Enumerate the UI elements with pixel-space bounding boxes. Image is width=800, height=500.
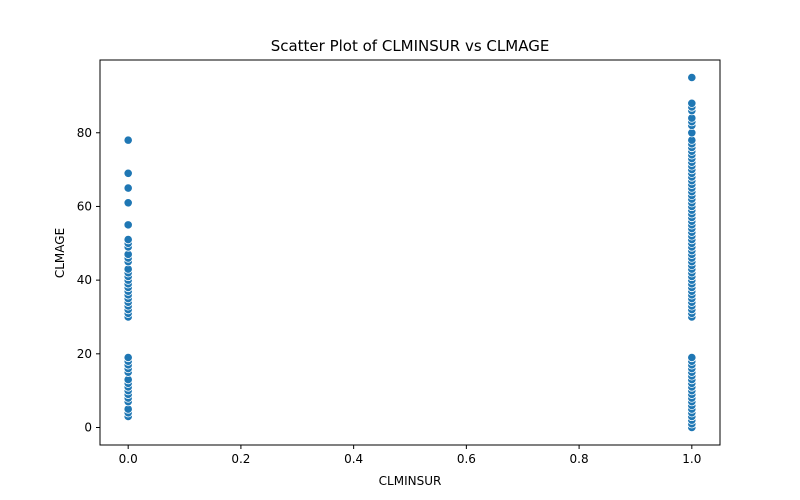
x-tick-label: 0.4 xyxy=(344,452,363,466)
y-axis: 0 20 40 60 80 xyxy=(77,126,100,435)
x-tick-label: 0.6 xyxy=(457,452,476,466)
x-axis-label: CLMINSUR xyxy=(379,474,442,488)
data-point xyxy=(123,352,133,363)
data-point xyxy=(687,352,697,363)
y-tick-label: 80 xyxy=(77,126,92,140)
y-tick-label: 60 xyxy=(77,199,92,213)
plot-frame xyxy=(99,59,721,446)
data-point xyxy=(123,168,133,178)
data-point xyxy=(123,135,133,145)
chart-title: Scatter Plot of CLMINSUR vs CLMAGE xyxy=(271,37,550,55)
data-point xyxy=(687,72,697,83)
x-tick-label: 0.2 xyxy=(231,452,250,466)
x-tick-label: 0.0 xyxy=(119,452,138,466)
x-tick-label: 1.0 xyxy=(682,452,701,466)
data-point xyxy=(123,198,133,208)
x-tick-label: 0.8 xyxy=(570,452,589,466)
y-tick-label: 40 xyxy=(77,273,92,287)
y-tick-label: 0 xyxy=(84,421,92,435)
data-point xyxy=(687,98,697,108)
data-points xyxy=(123,72,697,433)
data-point xyxy=(123,183,133,193)
y-tick-label: 20 xyxy=(77,347,92,361)
x-axis: 0.0 0.2 0.4 0.6 0.8 1.0 xyxy=(119,445,701,466)
data-point xyxy=(123,235,133,245)
y-axis-label: CLMAGE xyxy=(53,228,67,278)
data-point xyxy=(123,220,133,230)
